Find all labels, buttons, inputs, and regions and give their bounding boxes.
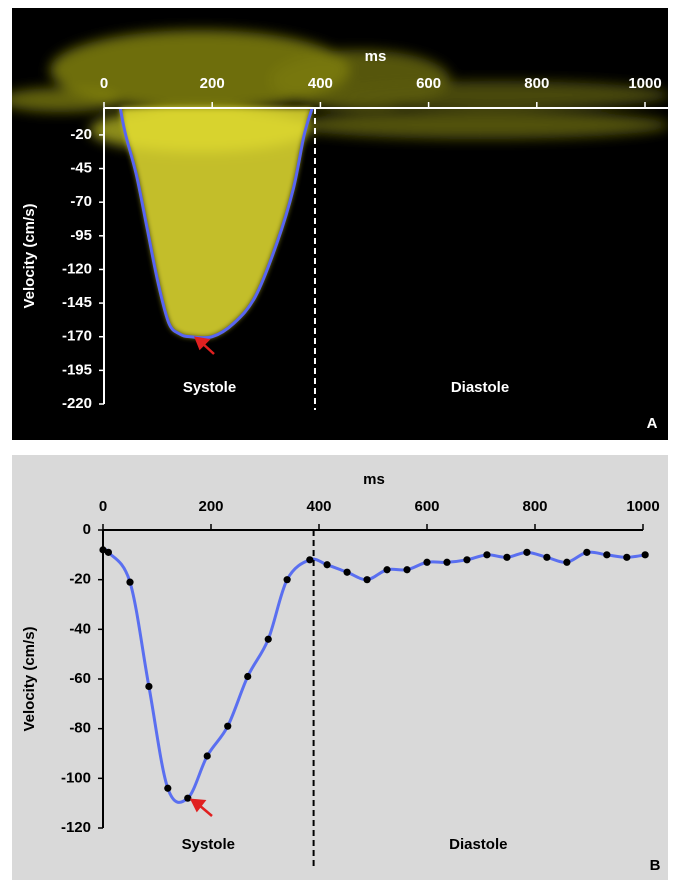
data-point xyxy=(184,794,192,802)
data-point xyxy=(423,558,431,566)
x-tick-label: 200 xyxy=(200,75,225,92)
arrows xyxy=(189,336,215,817)
y-tick-label: -95 xyxy=(70,227,92,244)
annotation: Diastole xyxy=(451,379,509,396)
x-tick-label: 200 xyxy=(198,498,223,515)
y-tick-label: -80 xyxy=(69,720,91,737)
annotation: Systole xyxy=(183,379,236,396)
y-tick-label: -100 xyxy=(61,769,91,786)
y-tick-label: -195 xyxy=(62,361,92,378)
panel-b-background xyxy=(12,455,668,880)
y-tick-label: -20 xyxy=(70,126,92,143)
x-tick-label: 600 xyxy=(416,75,441,92)
data-point xyxy=(623,553,631,561)
data-point xyxy=(403,566,411,574)
data-point xyxy=(563,558,571,566)
data-point xyxy=(363,576,371,584)
data-point xyxy=(203,752,211,760)
data-point xyxy=(104,548,112,556)
data-point xyxy=(483,551,491,559)
data-point xyxy=(306,556,314,564)
data-point xyxy=(343,568,351,576)
x-tick-label: 0 xyxy=(100,75,108,92)
data-point xyxy=(264,635,272,643)
panel-label: A xyxy=(647,415,658,432)
x-tick-label: 1000 xyxy=(628,75,661,92)
y-axis-label: Velocity (cm/s) xyxy=(21,626,38,731)
data-point xyxy=(164,784,172,792)
series-line xyxy=(118,107,314,340)
data-point xyxy=(641,551,649,559)
data-point xyxy=(224,722,232,730)
data-point xyxy=(523,548,531,556)
y-tick-label: -170 xyxy=(62,328,92,345)
y-tick-label: -120 xyxy=(62,260,92,277)
x-tick-label: 0 xyxy=(99,498,107,515)
y-tick-label: -40 xyxy=(69,620,91,637)
y-tick-label: -20 xyxy=(69,571,91,588)
data-point xyxy=(463,556,471,564)
x-tick-label: 400 xyxy=(308,75,333,92)
y-tick-label: -45 xyxy=(70,160,92,177)
x-tick-label: 600 xyxy=(414,498,439,515)
x-axis-label: ms xyxy=(363,471,385,488)
x-tick-label: 800 xyxy=(522,498,547,515)
data-point xyxy=(383,566,391,574)
data-point xyxy=(323,561,331,569)
data-point xyxy=(126,578,134,586)
envelope-fill xyxy=(120,108,313,338)
data-point xyxy=(145,682,153,691)
data-point xyxy=(503,553,511,561)
y-tick-label: -145 xyxy=(62,294,92,311)
data-point xyxy=(543,553,551,561)
panel-label: B xyxy=(650,857,661,874)
x-tick-label: 1000 xyxy=(626,498,659,515)
x-axis-label: ms xyxy=(365,48,387,65)
y-tick-label: -220 xyxy=(62,395,92,412)
data-point xyxy=(443,558,451,566)
y-axis-label: Velocity (cm/s) xyxy=(21,203,38,308)
data-point xyxy=(244,672,252,681)
annotation: Systole xyxy=(182,836,235,853)
y-tick-label: -60 xyxy=(69,670,91,687)
y-tick-label: -70 xyxy=(70,193,92,210)
y-tick-label: 0 xyxy=(83,521,91,538)
annotation: Diastole xyxy=(449,836,507,853)
x-tick-label: 800 xyxy=(524,75,549,92)
y-tick-label: -120 xyxy=(61,819,91,836)
x-tick-label: 400 xyxy=(306,498,331,515)
data-point xyxy=(603,551,611,559)
data-point xyxy=(283,576,291,584)
data-point xyxy=(583,548,591,556)
